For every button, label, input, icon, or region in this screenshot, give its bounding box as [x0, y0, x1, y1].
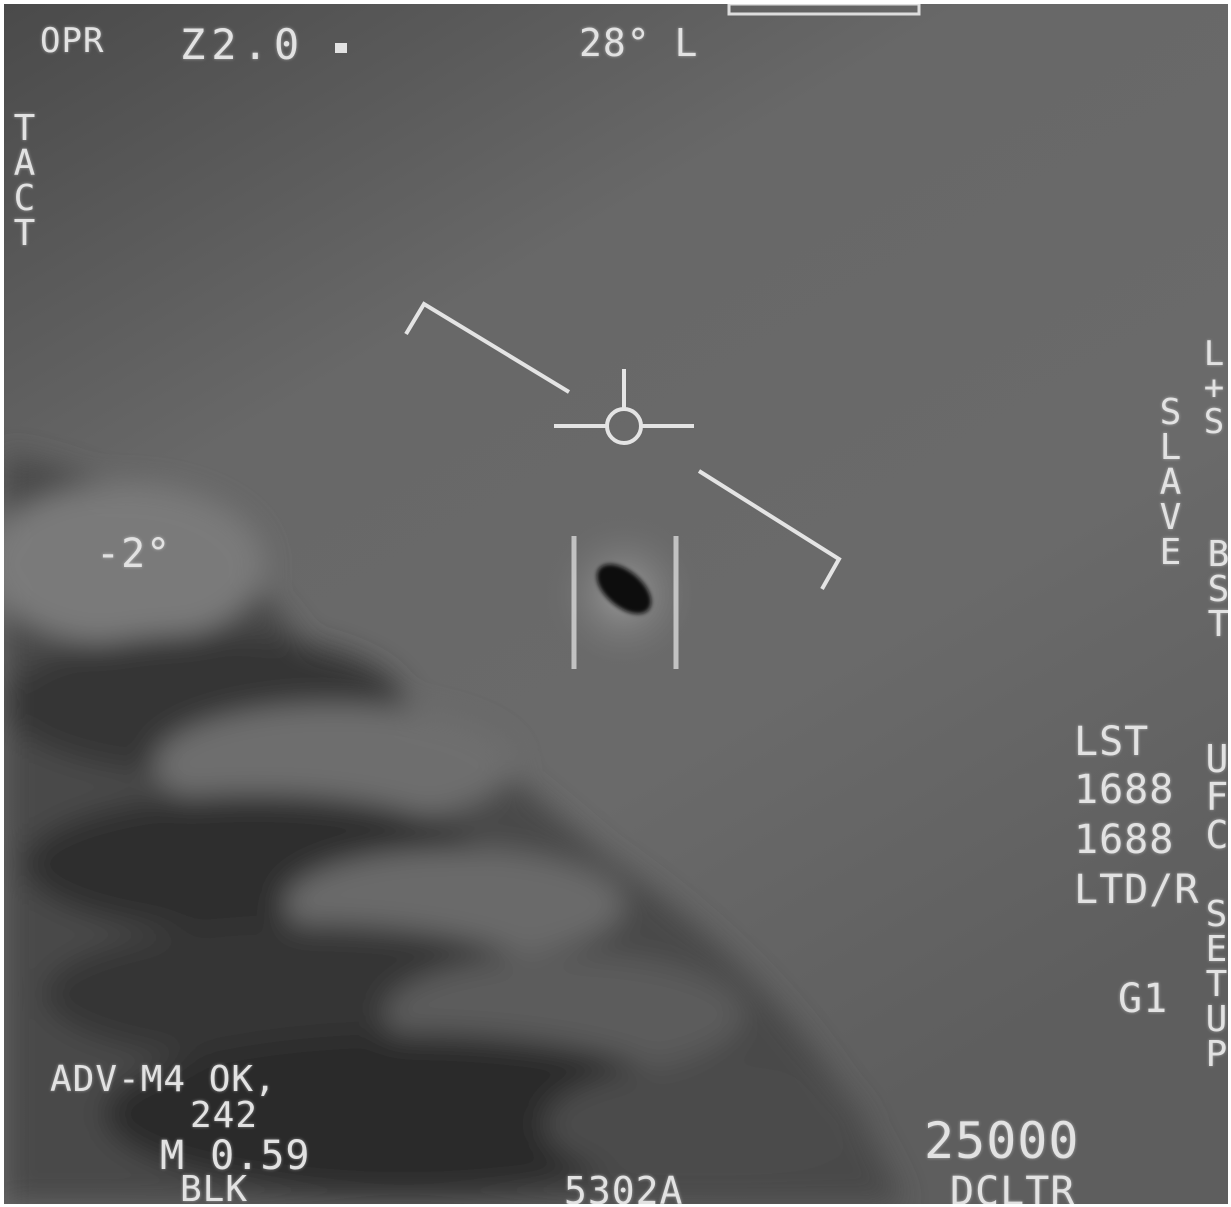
mode: OPR — [40, 24, 104, 58]
zoom: Z2.0 — [180, 24, 305, 66]
altitude: 25000 — [924, 1116, 1080, 1166]
tact: TACT — [6, 108, 42, 248]
track-id: 5302A — [564, 1172, 683, 1204]
code: 1688 — [1074, 770, 1174, 810]
zoom-indicator — [335, 43, 347, 53]
setup: SETUP — [1198, 894, 1228, 1069]
lst: LST — [1074, 722, 1149, 762]
ltd: LTD/R — [1074, 870, 1199, 910]
elevation: -2° — [96, 534, 171, 574]
code: 1688 — [1074, 820, 1174, 860]
ufc: UFC — [1198, 737, 1228, 851]
azimuth: 28° L — [579, 24, 698, 62]
slave: SLAVE — [1152, 392, 1188, 567]
scene — [4, 4, 1228, 1204]
g1: G1 — [1118, 979, 1168, 1019]
bst: BST — [1200, 534, 1228, 639]
dcltr: DCLTR — [950, 1172, 1075, 1204]
status: ADV-M4 OK, — [50, 1062, 277, 1098]
blk: BLK — [180, 1172, 248, 1204]
l-plus-s: L+S — [1197, 334, 1228, 436]
heading: 242 — [190, 1098, 258, 1134]
flir-display: OPR Z2.0 28° L TACT -2° L+S SLAVE BST LS… — [4, 4, 1228, 1204]
